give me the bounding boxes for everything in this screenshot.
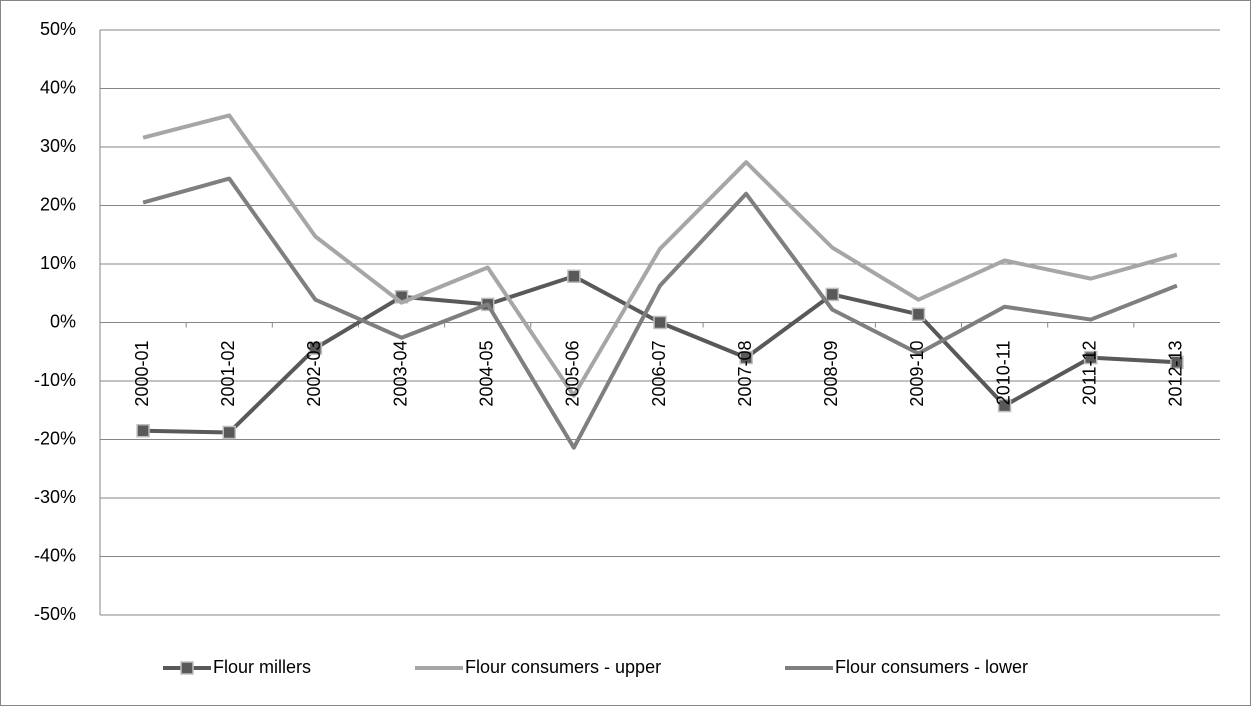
legend-label: Flour consumers - upper: [465, 657, 661, 677]
x-tick-label: 2010-11: [993, 341, 1013, 406]
x-tick-label: 2004-05: [476, 341, 496, 407]
y-tick-label: -40%: [34, 545, 76, 565]
x-tick-label: 2005-06: [563, 341, 583, 407]
y-tick-label: -30%: [34, 487, 76, 507]
marker: [136, 423, 150, 438]
x-tick-label: 2000-01: [132, 341, 152, 407]
x-tick-label: 2011-12: [1080, 341, 1100, 406]
marker: [739, 350, 753, 365]
x-tick-label: 2008-09: [821, 341, 841, 407]
x-tick-label: 2003-04: [390, 341, 410, 407]
y-tick-label: 40%: [40, 77, 76, 97]
marker: [653, 315, 667, 330]
marker: [911, 307, 926, 322]
legend-label: Flour millers: [213, 657, 311, 677]
legend-marker: [180, 661, 194, 675]
x-tick-label: 2007-08: [735, 341, 755, 407]
marker: [567, 269, 581, 284]
y-tick-label: 30%: [40, 136, 76, 156]
marker: [1084, 350, 1098, 365]
x-tick-label: 2006-07: [649, 341, 669, 407]
legend-label: Flour consumers - lower: [835, 657, 1028, 677]
y-tick-label: -20%: [34, 428, 76, 448]
x-tick-label: 2001-02: [218, 341, 238, 407]
y-tick-label: 10%: [40, 253, 76, 273]
y-tick-label: -50%: [34, 604, 76, 624]
x-tick-label: 2009-10: [907, 341, 927, 407]
marker: [308, 341, 323, 355]
y-tick-label: 0%: [50, 311, 76, 331]
marker: [825, 287, 840, 302]
series-line: [142, 176, 1178, 450]
marker: [222, 425, 236, 440]
y-tick-label: -10%: [34, 370, 76, 390]
marker: [997, 398, 1012, 413]
x-tick-label: 2002-03: [304, 341, 324, 407]
series-line: [142, 113, 1178, 398]
x-tick-label: 2012-13: [1166, 341, 1186, 407]
marker: [1170, 355, 1184, 370]
y-tick-label: 50%: [40, 19, 76, 39]
y-tick-label: 20%: [40, 194, 76, 214]
